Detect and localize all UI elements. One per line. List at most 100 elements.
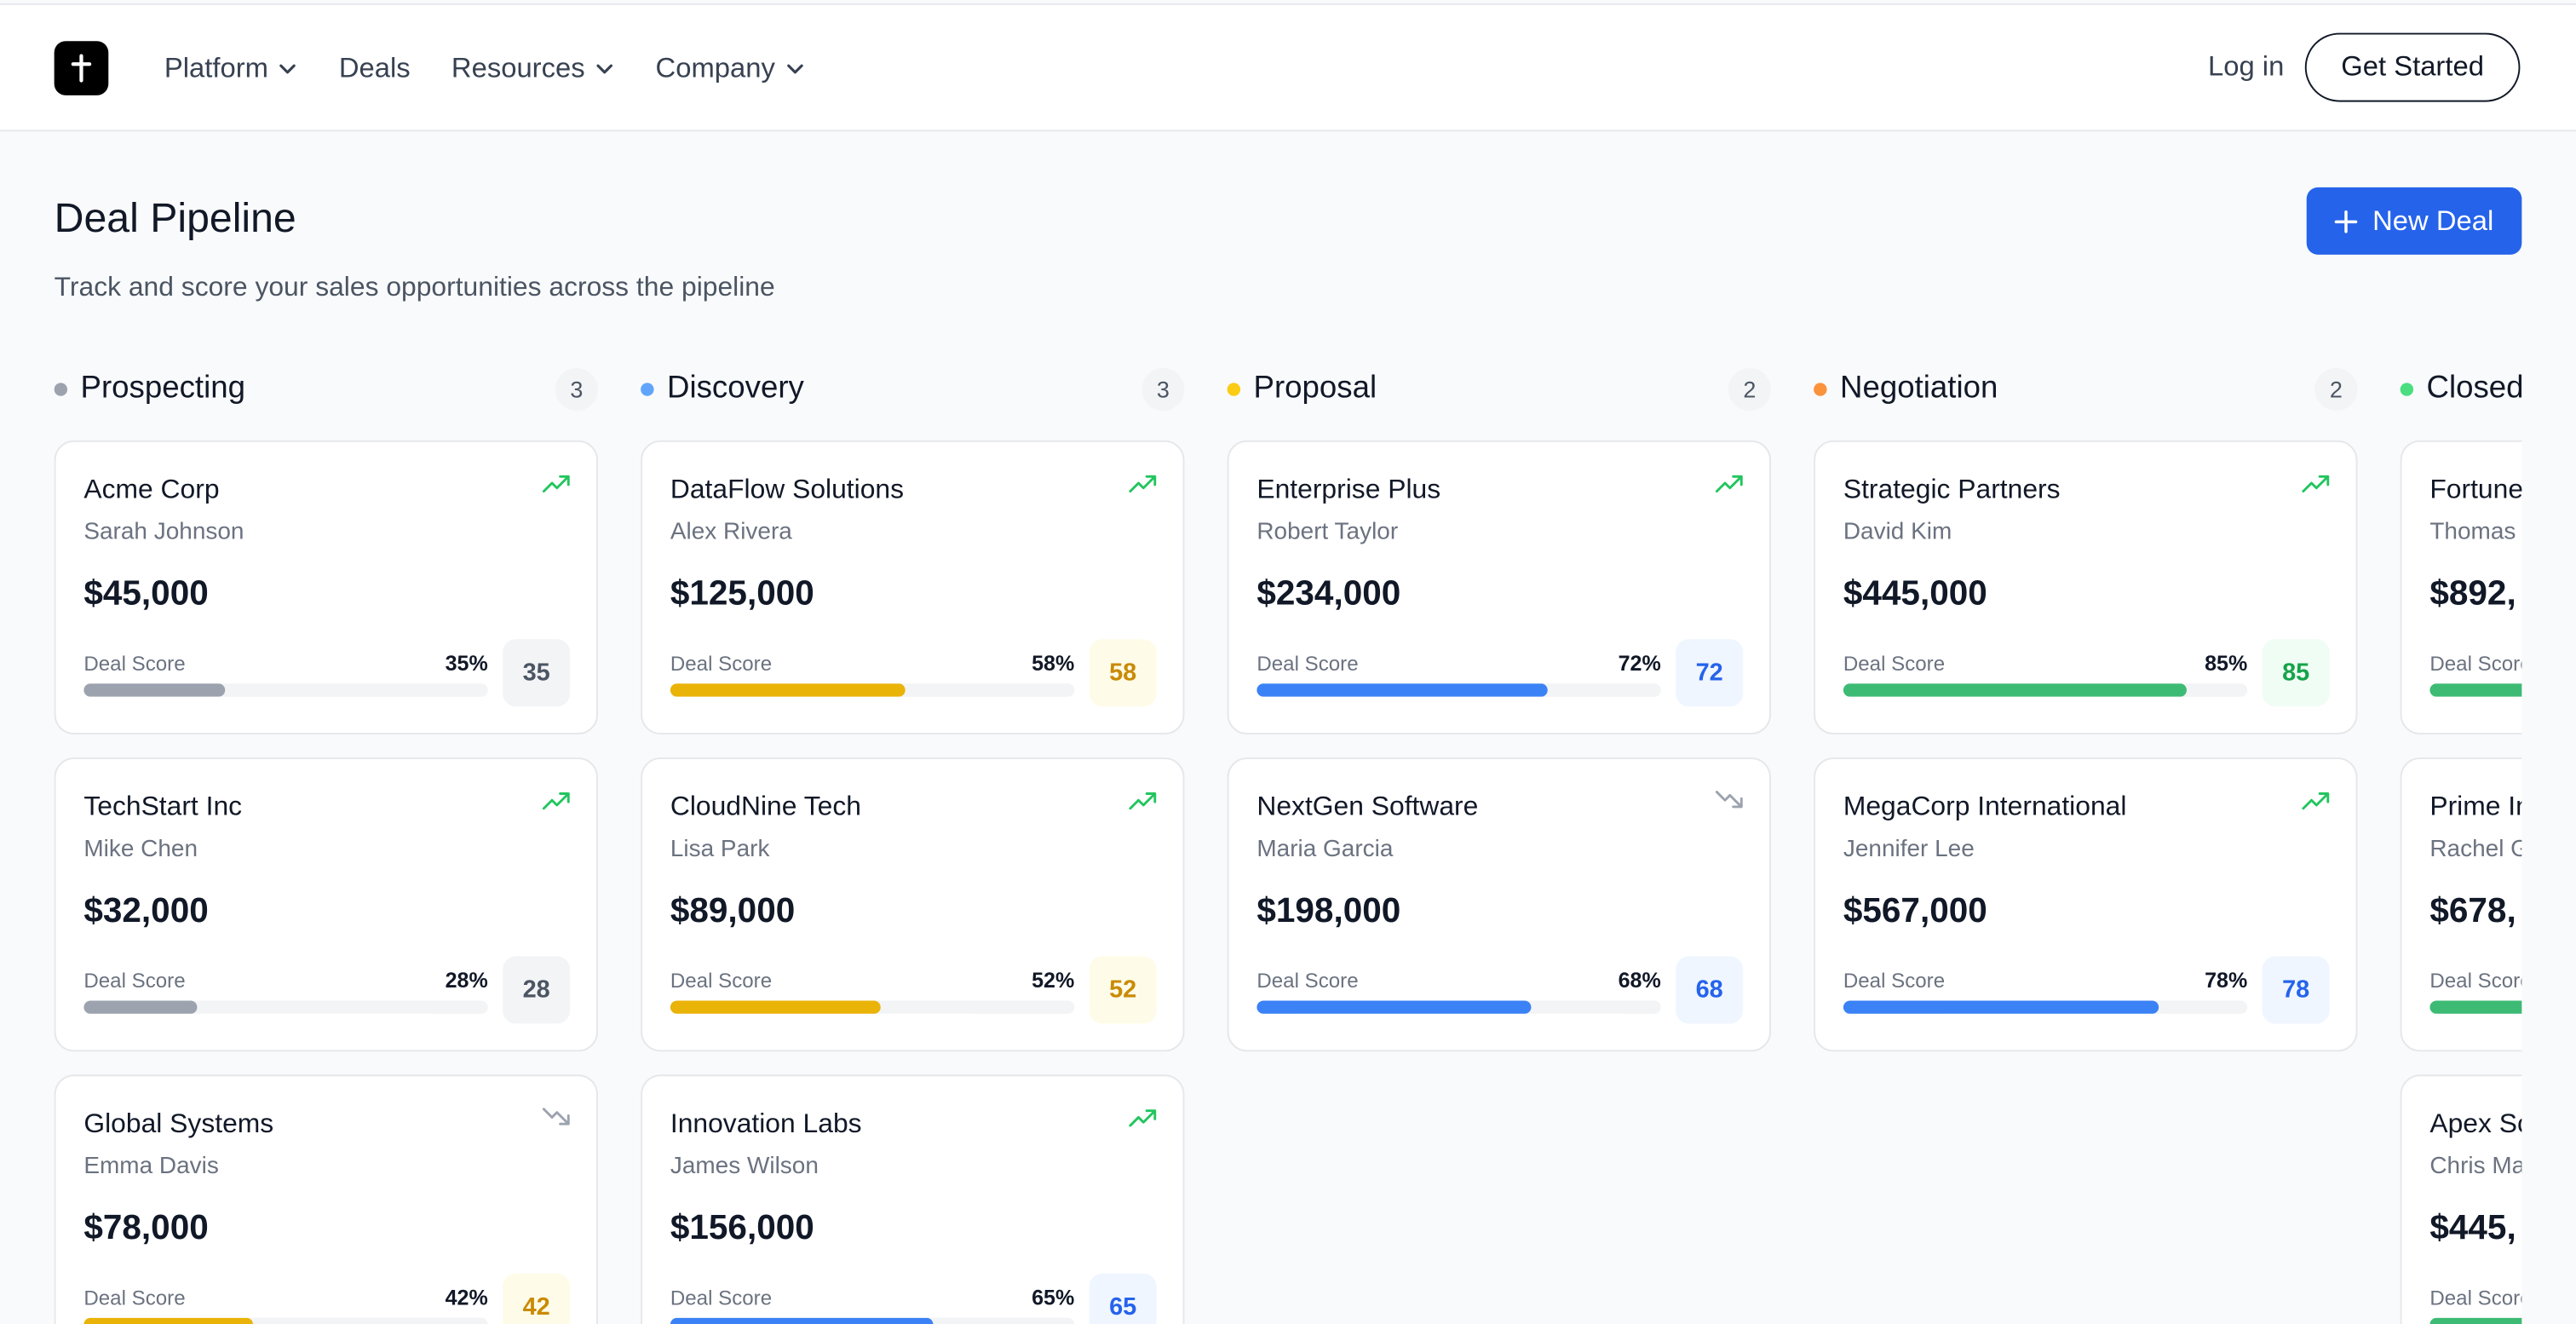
nav-link[interactable]: Resources — [451, 53, 614, 86]
deal-amount: $156,000 — [670, 1209, 814, 1247]
contact-name: Robert Taylor — [1256, 519, 1399, 546]
nav-link[interactable]: Deals — [339, 53, 411, 86]
deal-card[interactable]: DataFlow Solutions Alex Rivera $125,000 Dea… — [641, 440, 1185, 735]
score-badge: 58 — [1089, 639, 1157, 707]
trend-indicator — [542, 1106, 572, 1137]
score-caption: Deal Score — [2429, 652, 2522, 676]
contact-name: David Kim — [1843, 519, 1952, 546]
stage-dot — [1814, 383, 1827, 396]
score-caption: Deal Score — [2429, 969, 2522, 993]
logo-icon — [71, 54, 92, 83]
score-track — [83, 683, 488, 697]
deal-amount: $89,000 — [670, 892, 796, 930]
contact-name: Jennifer Lee — [1843, 836, 1975, 863]
score-caption: Deal Score — [670, 969, 773, 993]
score-percent: 28% — [445, 967, 488, 993]
new-deal-button[interactable]: New Deal — [2306, 187, 2522, 255]
column-title: Discovery — [666, 371, 804, 406]
company-name: Apex Sc — [2429, 1108, 2522, 1139]
score-bar — [670, 683, 906, 697]
score-bar — [2429, 1317, 2522, 1324]
login-link[interactable]: Log in — [2207, 50, 2285, 83]
column-title: Proposal — [1253, 371, 1377, 406]
deal-card[interactable]: Enterprise Plus Robert Taylor $234,000 Deal… — [1227, 440, 1771, 735]
score-bar — [83, 1317, 254, 1324]
deal-amount: $125,000 — [670, 574, 814, 613]
nav-links: Platform Deals Resources Company — [164, 5, 805, 133]
score-track — [2429, 683, 2522, 697]
company-name: TechStart Inc — [83, 792, 243, 822]
score-badge: 85 — [2262, 639, 2330, 707]
score-bar — [1843, 1000, 2159, 1014]
company-name: Global Systems — [83, 1108, 274, 1139]
contact-name: Sarah Johnson — [83, 519, 244, 546]
trend-up-icon — [1129, 475, 1157, 493]
chevron-icon — [786, 64, 803, 74]
company-name: MegaCorp International — [1843, 792, 2127, 822]
nav-link[interactable]: Platform — [164, 53, 298, 86]
contact-name: Rachel G — [2429, 836, 2522, 863]
deal-card[interactable]: Strategic Partners David Kim $445,000 Deal … — [1814, 440, 2358, 735]
score-badge: 52 — [1089, 956, 1157, 1024]
trend-up-icon — [542, 792, 570, 810]
score-bar — [2429, 1000, 2522, 1014]
score-badge: 28 — [503, 956, 571, 1024]
score-track — [670, 1317, 1075, 1324]
score-bar — [670, 1000, 881, 1014]
get-started-button[interactable]: Get Started — [2304, 32, 2521, 102]
column-title: Prospecting — [80, 371, 246, 406]
score-percent: 78% — [2205, 967, 2248, 993]
pipeline-column: Negotiation 2 Strategic Partners David Kim $… — [1814, 361, 2358, 1324]
company-name: DataFlow Solutions — [670, 475, 905, 505]
stage-dot — [641, 383, 654, 396]
score-badge: 35 — [503, 639, 571, 707]
trend-indicator — [1715, 789, 1745, 820]
company-name: Prime In — [2429, 792, 2522, 822]
score-caption: Deal Score — [670, 652, 773, 676]
deal-amount: $234,000 — [1256, 574, 1401, 613]
score-badge: 72 — [1676, 639, 1744, 707]
column-count: 3 — [555, 367, 598, 412]
company-name: Strategic Partners — [1843, 475, 2061, 505]
nav-link[interactable]: Company — [656, 53, 805, 86]
stage-dot — [2400, 383, 2414, 396]
score-badge: 65 — [1089, 1273, 1157, 1324]
deal-card[interactable]: CloudNine Tech Lisa Park $89,000 Deal Score… — [641, 757, 1185, 1052]
navbar: Platform Deals Resources Company Log in Get… — [0, 3, 2576, 133]
trend-up-icon — [2302, 792, 2330, 810]
trend-up-icon — [1715, 475, 1743, 493]
trend-indicator — [1129, 471, 1159, 503]
score-percent: 52% — [1032, 967, 1075, 993]
score-percent: 72% — [1618, 650, 1661, 676]
score-percent: 35% — [445, 650, 488, 676]
trend-indicator — [1129, 1106, 1159, 1137]
logo[interactable] — [54, 41, 109, 95]
column-count: 3 — [1141, 367, 1185, 412]
deal-card[interactable]: MegaCorp International Jennifer Lee $567,0… — [1814, 757, 2358, 1052]
deal-card[interactable]: Innovation Labs James Wilson $156,000 Deal … — [641, 1074, 1185, 1324]
deal-card[interactable]: TechStart Inc Mike Chen $32,000 Deal Score 2… — [54, 757, 598, 1052]
score-percent: 65% — [1032, 1285, 1075, 1310]
nav-link-label: Company — [655, 52, 775, 84]
score-caption: Deal Score — [1256, 652, 1359, 676]
column-header: Prospecting 3 — [54, 361, 598, 417]
trend-down-icon — [1715, 791, 1743, 809]
score-bar — [2429, 683, 2522, 697]
score-track — [670, 683, 1075, 697]
pipeline-column: Prospecting 3 Acme Corp Sarah Johnson $45,00… — [54, 361, 598, 1324]
deal-card[interactable]: Global Systems Emma Davis $78,000 Deal Scor… — [54, 1074, 598, 1324]
nav-link-label: Platform — [164, 52, 268, 84]
column-header: Negotiation 2 — [1814, 361, 2358, 417]
stage-dot — [1227, 383, 1241, 396]
pipeline-column: Proposal 2 Enterprise Plus Robert Taylor $23… — [1227, 361, 1771, 1324]
deal-card[interactable]: NextGen Software Maria Garcia $198,000 Deal… — [1227, 757, 1771, 1052]
deal-card[interactable]: Acme Corp Sarah Johnson $45,000 Deal Score 3… — [54, 440, 598, 735]
company-name: CloudNine Tech — [670, 792, 861, 822]
column-count: 2 — [2314, 367, 2358, 412]
score-track — [1843, 683, 2248, 697]
